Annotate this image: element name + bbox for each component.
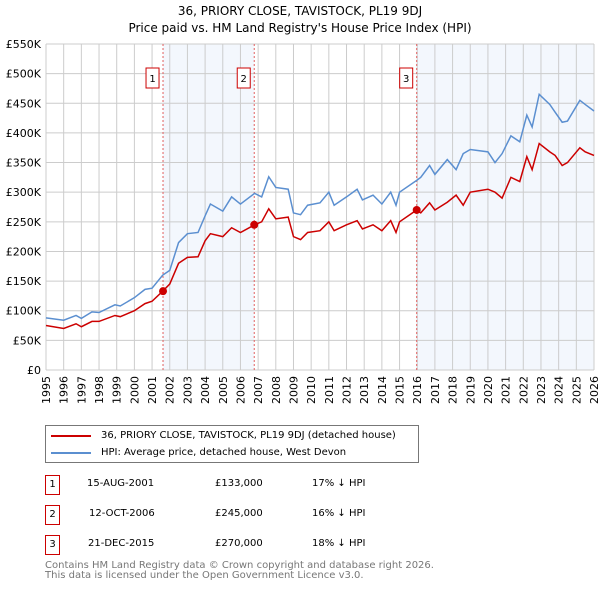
hpi-diff: 18% ↓ HPI	[312, 538, 366, 549]
sale-point	[250, 220, 259, 229]
x-tick-label: 2024	[553, 376, 566, 404]
x-tick-label: 2026	[588, 376, 600, 404]
sale-marker-label: 2	[241, 74, 247, 85]
x-tick-label: 1995	[40, 376, 53, 404]
hpi-line	[45, 92, 595, 321]
y-tick-label: £100K	[6, 305, 42, 318]
x-tick-label: 2002	[164, 376, 177, 404]
transaction-row: 2 12-OCT-2006 £245,000 16% ↓ HPI	[45, 505, 465, 525]
x-tick-label: 1996	[58, 376, 71, 404]
legend-swatch-blue	[51, 451, 91, 454]
x-tick-label: 2003	[181, 376, 194, 404]
x-tick-label: 2015	[394, 376, 407, 404]
x-tick-label: 2001	[146, 376, 159, 404]
sale-marker-box	[399, 67, 414, 89]
sale-date: 21-DEC-2015	[88, 538, 155, 549]
marker-badge: 1	[45, 475, 60, 495]
x-tick-label: 1998	[93, 376, 106, 404]
y-tick-label: £50K	[13, 334, 42, 347]
x-tick-label: 2005	[217, 376, 230, 404]
y-tick-label: £0	[27, 364, 41, 377]
sale-marker-box	[145, 67, 160, 89]
y-tick-label: £300K	[6, 186, 42, 199]
sale-price: £245,000	[215, 508, 263, 519]
sale-price: £270,000	[215, 538, 263, 549]
x-tick-label: 2025	[570, 376, 583, 404]
sale-marker-box	[236, 67, 251, 89]
y-tick-label: £350K	[6, 157, 42, 170]
x-tick-label: 2000	[128, 376, 141, 404]
x-tick-label: 2014	[376, 376, 389, 404]
chart-title: 36, PRIORY CLOSE, TAVISTOCK, PL19 9DJ	[178, 4, 422, 18]
y-tick-label: £550K	[6, 38, 42, 51]
marker-badge: 3	[45, 535, 60, 555]
x-tick-label: 1997	[75, 376, 88, 404]
transaction-row: 3 21-DEC-2015 £270,000 18% ↓ HPI	[45, 535, 465, 555]
chart-subtitle: Price paid vs. HM Land Registry's House …	[128, 21, 471, 35]
sale-point	[159, 287, 168, 296]
sale-date: 15-AUG-2001	[87, 478, 155, 489]
marker-badge: 2	[45, 505, 60, 525]
x-tick-label: 2017	[429, 376, 442, 404]
footer-copyright: Contains HM Land Registry data © Crown c…	[45, 560, 434, 571]
y-tick-label: £500K	[6, 68, 42, 81]
legend-item-hpi: HPI: Average price, detached house, West…	[46, 447, 346, 458]
x-tick-label: 2012	[341, 376, 354, 404]
sale-price: £133,000	[215, 478, 263, 489]
x-tick-label: 2019	[464, 376, 477, 404]
x-tick-label: 2004	[199, 376, 212, 404]
sale-point	[412, 205, 421, 214]
transaction-row: 1 15-AUG-2001 £133,000 17% ↓ HPI	[45, 475, 465, 495]
legend-label: HPI: Average price, detached house, West…	[101, 447, 347, 458]
x-tick-label: 1999	[111, 376, 124, 404]
sale-marker-label: 1	[149, 74, 155, 85]
y-tick-label: £150K	[6, 275, 42, 288]
x-tick-label: 2008	[270, 376, 283, 404]
y-tick-label: £400K	[6, 127, 42, 140]
x-tick-label: 2006	[234, 376, 247, 404]
y-tick-label: £450K	[6, 97, 42, 110]
sale-marker-label: 3	[403, 74, 409, 85]
hpi-diff: 17% ↓ HPI	[312, 478, 366, 489]
x-tick-label: 2013	[358, 376, 371, 404]
property-price-line	[45, 142, 595, 330]
x-tick-label: 2009	[287, 376, 300, 404]
hpi-diff: 16% ↓ HPI	[312, 508, 366, 519]
x-tick-label: 2023	[535, 376, 548, 404]
x-tick-label: 2021	[500, 376, 513, 404]
x-tick-label: 2022	[517, 376, 530, 404]
legend-swatch-red	[51, 434, 91, 437]
x-tick-label: 2007	[252, 376, 265, 404]
price-chart: 36, PRIORY CLOSE, TAVISTOCK, PL19 9DJ Pr…	[6, 4, 600, 404]
legend-item-property: 36, PRIORY CLOSE, TAVISTOCK, PL19 9DJ (d…	[46, 430, 396, 441]
footer-licence: This data is licensed under the Open Gov…	[45, 570, 364, 581]
x-tick-label: 2016	[411, 376, 424, 404]
y-tick-label: £200K	[6, 245, 42, 258]
x-tick-label: 2011	[323, 376, 336, 404]
footer: Contains HM Land Registry data © Crown c…	[45, 561, 434, 581]
x-tick-label: 2020	[482, 376, 495, 404]
x-tick-label: 2010	[305, 376, 318, 404]
x-tick-label: 2018	[447, 376, 460, 404]
legend: 36, PRIORY CLOSE, TAVISTOCK, PL19 9DJ (d…	[45, 425, 419, 463]
sale-date: 12-OCT-2006	[89, 508, 155, 519]
legend-label: 36, PRIORY CLOSE, TAVISTOCK, PL19 9DJ (d…	[101, 430, 396, 441]
y-tick-label: £250K	[6, 216, 42, 229]
